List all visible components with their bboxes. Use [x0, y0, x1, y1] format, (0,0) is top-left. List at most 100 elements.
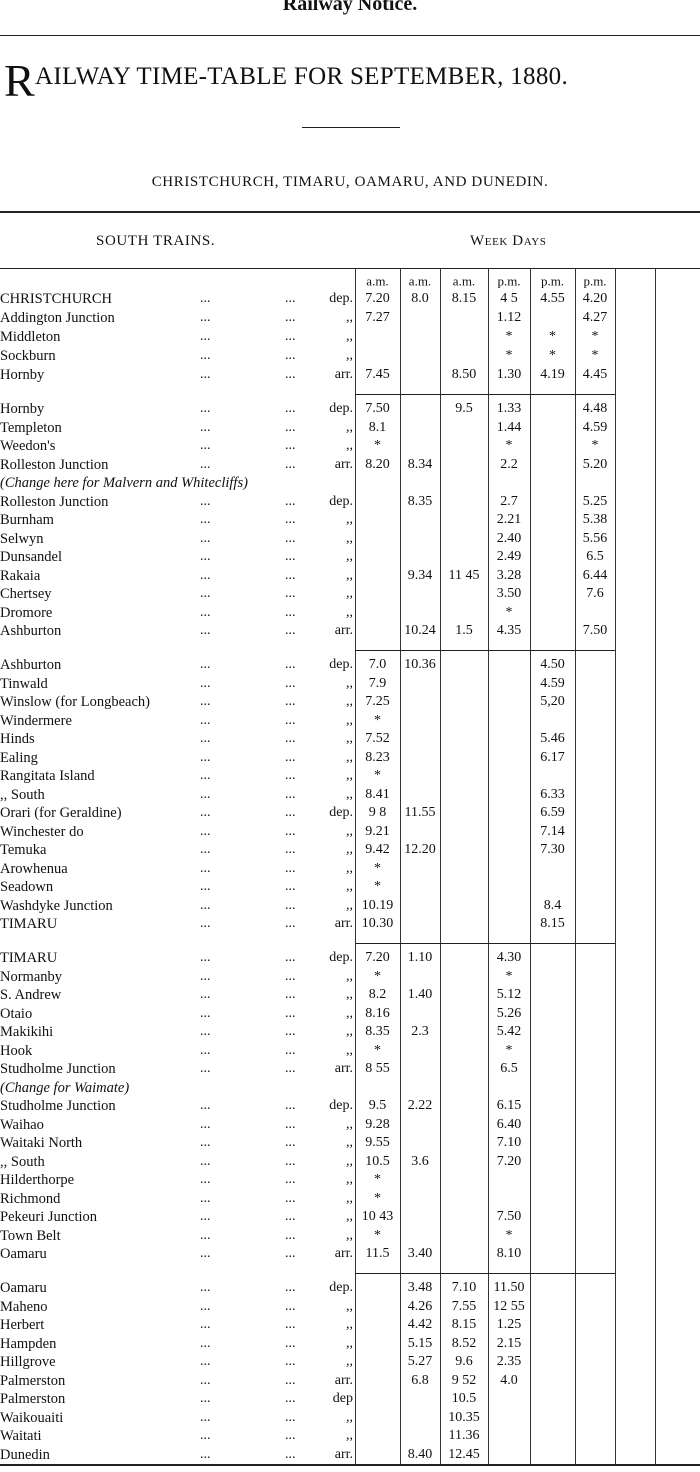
mark: ,, [346, 329, 353, 344]
leader: ... [285, 512, 296, 527]
leader: ... [200, 879, 211, 894]
time: 11 45 [448, 567, 480, 583]
time: 11.50 [493, 1280, 525, 1295]
mark: dep [332, 1391, 353, 1406]
station: Normanby [0, 968, 63, 985]
time: 12.45 [448, 1446, 480, 1462]
time: * [549, 348, 556, 363]
time: 2.35 [496, 1354, 522, 1369]
leader: ... [285, 419, 296, 435]
leader: ... [285, 623, 296, 638]
mark: ,, [346, 1227, 353, 1243]
leader: ... [285, 1246, 296, 1261]
leader: ... [200, 1335, 211, 1351]
time: 9.5 [368, 1098, 387, 1113]
mark: dep. [329, 493, 353, 509]
leader: ... [200, 438, 211, 453]
station: Sockburn [0, 347, 56, 364]
time: 9.42 [365, 842, 390, 857]
leader: ... [200, 1024, 211, 1039]
time: * [374, 1227, 381, 1243]
leader: ... [200, 916, 211, 931]
time: 4.55 [540, 291, 565, 306]
time: * [505, 438, 513, 453]
leader: ... [200, 329, 211, 344]
station: Rangitata Island [0, 767, 95, 784]
leader: ... [285, 401, 296, 416]
leader: ... [285, 823, 296, 839]
column-head: p.m. [497, 273, 521, 289]
mark: arr. [334, 1446, 353, 1462]
station: Town Belt [0, 1227, 61, 1244]
mark: dep. [329, 1280, 353, 1295]
column-rule [575, 268, 576, 1464]
leader: ... [200, 786, 211, 802]
time: * [591, 329, 599, 344]
mark: ,, [346, 1135, 353, 1150]
station: Orari (for Geraldine) [0, 804, 122, 821]
leader: ... [200, 586, 211, 601]
station: Otaio [0, 1005, 33, 1022]
column-head: a.m. [408, 273, 432, 289]
mark: arr. [334, 1061, 353, 1076]
rule [0, 35, 700, 36]
station: Addington Junction [0, 309, 115, 326]
leader: ... [200, 675, 211, 691]
leader: ... [200, 1298, 211, 1314]
time: 7.30 [540, 842, 565, 857]
time: 4.48 [582, 401, 608, 416]
time: 10.36 [404, 657, 436, 672]
leader: ... [285, 1317, 296, 1332]
leader: ... [200, 549, 211, 564]
leader: ... [285, 567, 296, 583]
mark: ,, [346, 675, 353, 691]
mark: ,, [346, 1153, 353, 1169]
time: 2.40 [496, 530, 522, 546]
leader: ... [200, 493, 211, 509]
mark: dep. [329, 950, 353, 965]
mark: ,, [346, 549, 353, 564]
leader: ... [285, 291, 296, 306]
time: * [549, 329, 556, 344]
leader: ... [200, 1042, 211, 1058]
time: 10.5 [365, 1153, 390, 1169]
leader: ... [200, 842, 211, 857]
mark: arr. [334, 623, 353, 638]
leader: ... [285, 860, 296, 876]
column-head: p.m. [583, 273, 607, 289]
time: 6.44 [582, 567, 608, 583]
time: 9 8 [368, 805, 387, 820]
mark: ,, [346, 749, 353, 765]
leader: ... [200, 456, 211, 472]
time: * [505, 1227, 513, 1243]
leader: ... [285, 786, 296, 802]
station: Selwyn [0, 530, 44, 547]
time: 3.28 [496, 567, 522, 583]
station: Maheno [0, 1298, 48, 1315]
station: Palmerston [0, 1390, 66, 1407]
leader: ... [200, 1135, 211, 1150]
time: 10.24 [404, 623, 436, 638]
time: 8.10 [496, 1246, 522, 1261]
station: Hillgrove [0, 1353, 56, 1370]
masthead: Railway Notice. [282, 0, 418, 15]
time: 5.38 [582, 512, 608, 527]
time: 5.12 [496, 987, 522, 1002]
station: Seadown [0, 878, 54, 895]
time: 7.0 [368, 657, 387, 672]
mark: arr. [334, 456, 353, 472]
station: ,, South [0, 1153, 45, 1170]
leader: ... [200, 1116, 211, 1132]
time: 7.10 [451, 1280, 477, 1295]
time: 4.42 [407, 1317, 433, 1332]
leader: ... [200, 567, 211, 583]
leader: ... [285, 348, 296, 363]
leader: ... [200, 1190, 211, 1206]
leader: ... [285, 493, 296, 509]
mark: ,, [346, 567, 353, 583]
leader: ... [285, 1061, 296, 1076]
station: Dromore [0, 604, 53, 621]
leader: ... [285, 1153, 296, 1169]
leader: ... [200, 1153, 211, 1169]
leader: ... [285, 712, 296, 728]
